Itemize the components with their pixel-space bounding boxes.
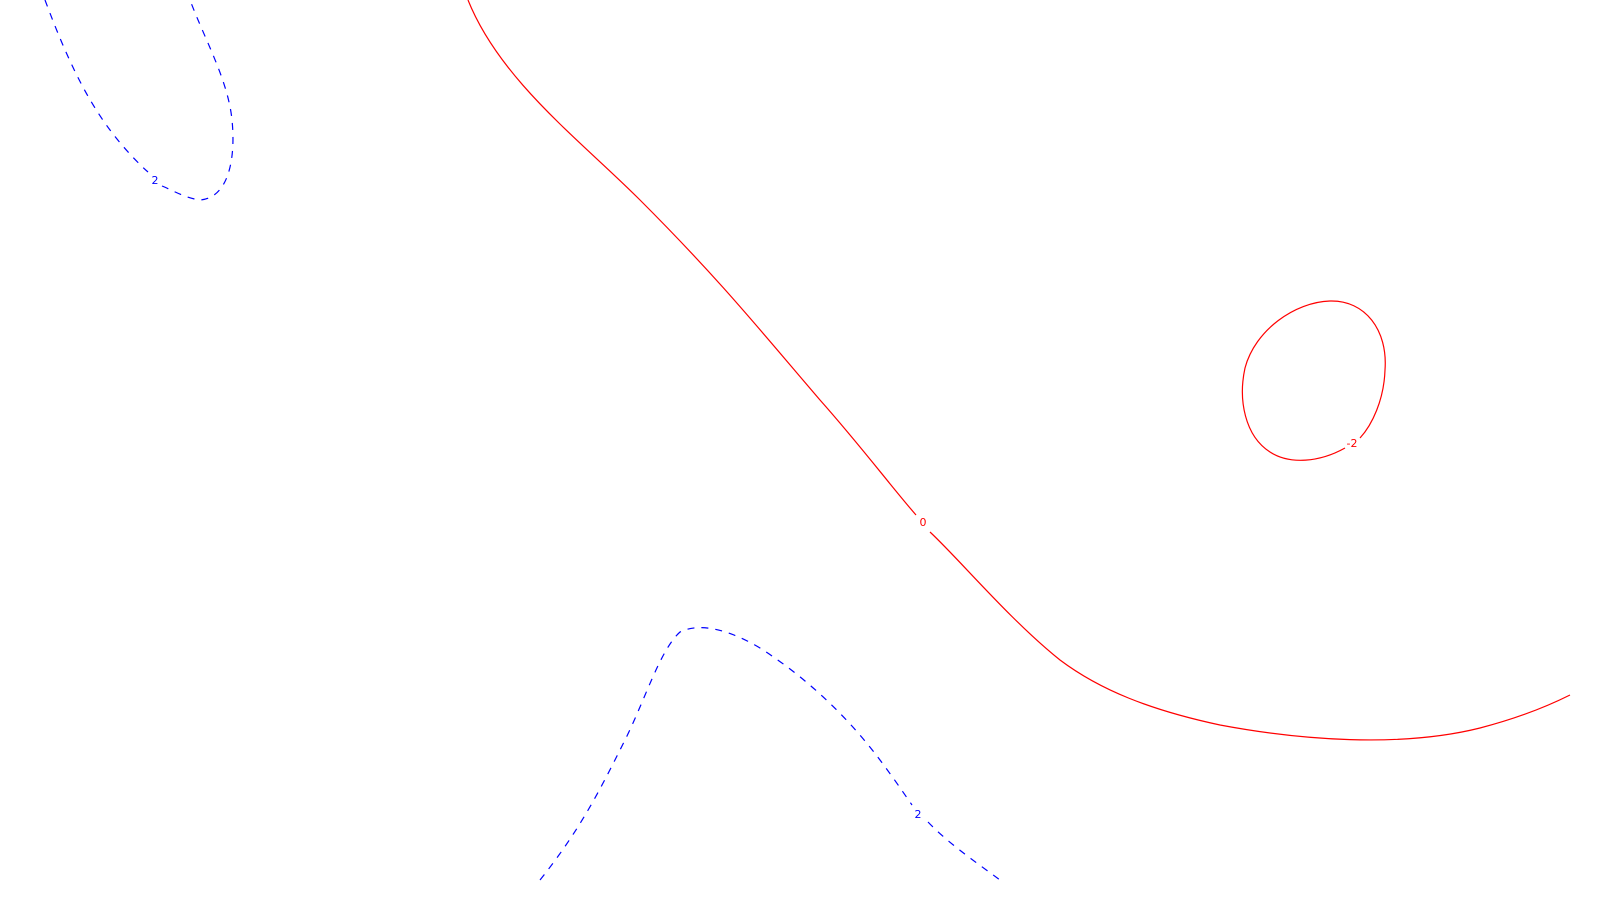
contour-line-neg-ellipse — [1241, 300, 1386, 461]
contour-line-zero-diagonal — [467, 0, 1571, 741]
contour-line-pos-lower — [539, 627, 1001, 881]
contour-label-pos-lower: 2 — [915, 808, 922, 821]
contour-label-neg-ellipse: -2 — [1347, 437, 1358, 450]
contour-line-pos-upper-left — [44, 0, 234, 201]
contour-label-pos-upper-left: 2 — [152, 174, 159, 187]
contour-label-zero-diagonal: 0 — [920, 516, 927, 529]
